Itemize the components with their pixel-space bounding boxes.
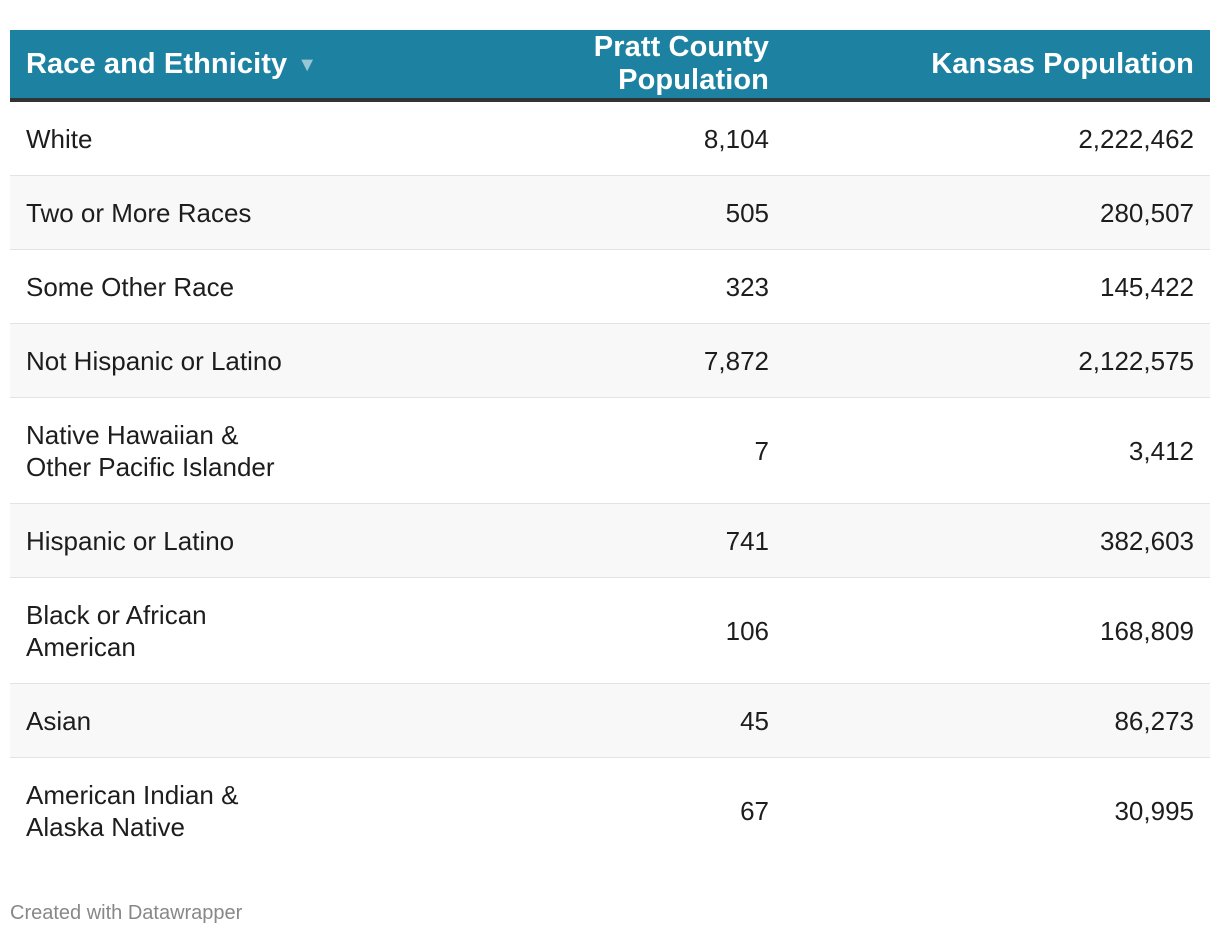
cell-state: 382,603 <box>1100 525 1194 556</box>
cell-state: 168,809 <box>1100 615 1194 646</box>
cell-county: 67 <box>740 795 769 826</box>
table-row: White 8,104 2,222,462 <box>10 102 1210 176</box>
cell-county: 45 <box>740 705 769 736</box>
cell-state: 280,507 <box>1100 197 1194 228</box>
table-row: American Indian & Alaska Native 67 30,995 <box>10 758 1210 863</box>
cell-race: Asian <box>26 705 92 736</box>
cell-state: 145,422 <box>1100 271 1194 302</box>
table-body: White 8,104 2,222,462 Two or More Races 505 2… <box>10 102 1210 863</box>
cell-race: White <box>26 123 93 154</box>
cell-race: Two or More Races <box>26 197 252 228</box>
table-row: Black or African American 106 168,809 <box>10 578 1210 684</box>
sort-down-icon[interactable]: ▼ <box>297 53 318 76</box>
cell-state: 2,122,575 <box>1078 345 1194 376</box>
cell-county: 7 <box>754 435 769 466</box>
column-header-county[interactable]: Pratt County Population <box>593 31 769 96</box>
cell-state: 3,412 <box>1128 435 1194 466</box>
table-header: Race and Ethnicity ▼ Pratt County Populat… <box>10 30 1210 102</box>
cell-race: Hispanic or Latino <box>26 525 235 556</box>
table-row: Hispanic or Latino 741 382,603 <box>10 504 1210 578</box>
cell-county: 741 <box>725 525 769 556</box>
cell-state: 86,273 <box>1114 705 1194 736</box>
cell-race: Some Other Race <box>26 271 235 302</box>
cell-race: Not Hispanic or Latino <box>26 345 282 376</box>
column-header-race-label: Race and Ethnicity <box>26 47 288 80</box>
table-row: Native Hawaiian & Other Pacific Islander… <box>10 398 1210 504</box>
column-header-race[interactable]: Race and Ethnicity ▼ <box>10 48 430 81</box>
cell-state: 30,995 <box>1114 795 1194 826</box>
cell-state: 2,222,462 <box>1078 123 1194 154</box>
table-row: Asian 45 86,273 <box>10 684 1210 758</box>
cell-county: 323 <box>725 271 769 302</box>
cell-county: 7,872 <box>703 345 769 376</box>
table-row: Not Hispanic or Latino 7,872 2,122,575 <box>10 324 1210 398</box>
column-header-state[interactable]: Kansas Population <box>931 47 1194 80</box>
cell-county: 106 <box>725 615 769 646</box>
cell-race: Black or African American <box>26 599 207 662</box>
cell-county: 8,104 <box>703 123 769 154</box>
table-row: Some Other Race 323 145,422 <box>10 250 1210 324</box>
cell-county: 505 <box>725 197 769 228</box>
datawrapper-credit: Created with Datawrapper <box>10 902 243 924</box>
table-row: Two or More Races 505 280,507 <box>10 176 1210 250</box>
population-table: Race and Ethnicity ▼ Pratt County Populat… <box>10 30 1210 863</box>
cell-race: Native Hawaiian & Other Pacific Islander <box>26 419 275 482</box>
cell-race: American Indian & Alaska Native <box>26 779 239 842</box>
